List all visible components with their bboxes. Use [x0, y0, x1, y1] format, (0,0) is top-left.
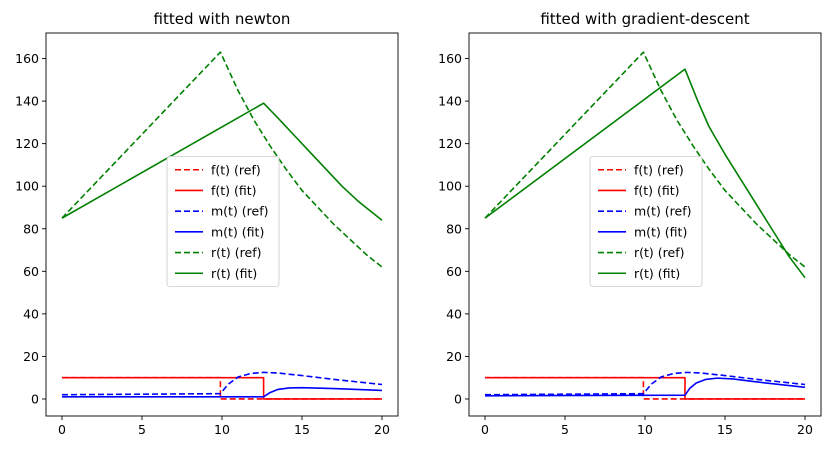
y-tick-label: 80 [23, 221, 39, 236]
x-tick-label: 10 [214, 422, 230, 437]
series-line-f-t-fit [485, 376, 805, 400]
series-group [61, 51, 383, 400]
legend-label: r(t) (ref) [211, 245, 261, 260]
legend-box [589, 155, 703, 287]
series-line-r-t-ref [484, 51, 806, 268]
x-tick-label: 20 [374, 422, 390, 437]
y-tick-label: 40 [23, 306, 39, 321]
x-tick-label: 20 [797, 422, 813, 437]
legend-label: m(t) (ref) [211, 204, 269, 219]
y-tick-label: 40 [446, 306, 462, 321]
chart-title: fitted with gradient-descent [540, 10, 749, 28]
x-tick-label: 5 [561, 422, 569, 437]
series-line-m-t-ref [484, 371, 806, 396]
x-tick-label: 10 [637, 422, 653, 437]
x-tick-label: 15 [294, 422, 310, 437]
y-tick-label: 140 [438, 94, 462, 109]
series-line-r-t-fit [61, 102, 383, 221]
x-tick-label: 15 [717, 422, 733, 437]
y-tick-label: 60 [23, 264, 39, 279]
series-line-m-t-fit [62, 386, 383, 398]
series-line-r-t-fit [484, 68, 806, 279]
legend-label: f(t) (ref) [211, 162, 261, 177]
series-line-f-t-fit [62, 376, 382, 400]
legend: f(t) (ref) f(t) (fit) m(t) (ref) m(t) (fit)… [589, 155, 703, 287]
y-tick-label: 20 [446, 349, 462, 364]
y-tick-label: 160 [15, 51, 39, 66]
legend-label: r(t) (fit) [211, 266, 257, 281]
right-panel: fitted with gradient-descent 0 5 10 15 20 0 20 4… [438, 10, 822, 437]
y-tick-label: 20 [23, 349, 39, 364]
legend-label: f(t) (ref) [634, 162, 684, 177]
legend-label: f(t) (fit) [211, 183, 257, 198]
series-line-r-t-ref [61, 51, 383, 268]
legend-label: r(t) (fit) [634, 266, 680, 281]
legend: f(t) (ref) f(t) (fit) m(t) (ref) m(t) (fit)… [166, 155, 280, 287]
y-tick-label: 100 [15, 179, 39, 194]
series-line-m-t-fit [484, 377, 806, 397]
y-tick-label: 80 [446, 221, 462, 236]
chart-title: fitted with newton [154, 10, 291, 28]
left-panel: fitted with newton 0 5 10 15 20 0 20 40 60 80 100 12… [15, 10, 399, 437]
series-group [484, 51, 806, 400]
legend-label: f(t) (fit) [634, 183, 680, 198]
y-tick-label: 160 [438, 51, 462, 66]
x-tick-label: 0 [481, 422, 489, 437]
series-line-m-t-ref [61, 371, 383, 396]
y-tick-label: 0 [454, 391, 462, 406]
legend-label: m(t) (fit) [634, 224, 687, 239]
y-tick-label: 120 [15, 136, 39, 151]
legend-box [166, 155, 280, 287]
y-tick-label: 140 [15, 94, 39, 109]
y-tick-label: 0 [31, 391, 39, 406]
y-tick-label: 60 [446, 264, 462, 279]
y-tick-label: 120 [438, 136, 462, 151]
x-tick-label: 0 [58, 422, 66, 437]
legend-label: r(t) (ref) [634, 245, 684, 260]
y-tick-label: 100 [438, 179, 462, 194]
legend-label: m(t) (ref) [634, 204, 692, 219]
legend-label: m(t) (fit) [211, 224, 264, 239]
x-tick-label: 5 [138, 422, 146, 437]
